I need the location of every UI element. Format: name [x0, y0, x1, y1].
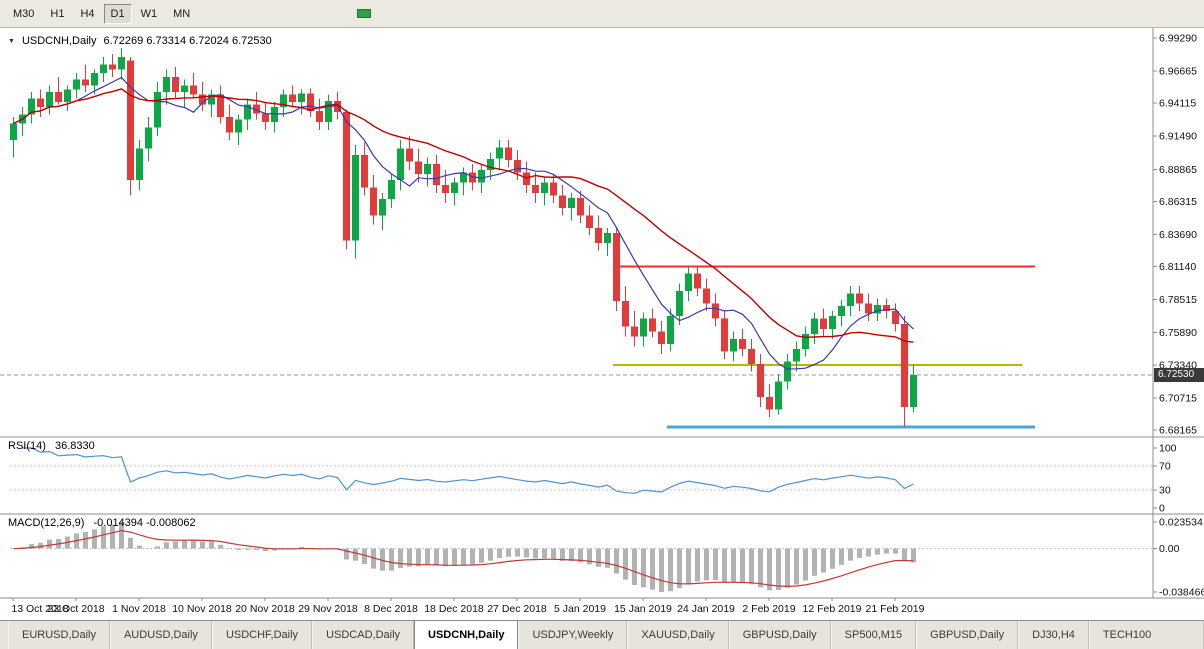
svg-text:21 Feb 2019: 21 Feb 2019 [866, 603, 925, 615]
macd-values: -0.014394 -0.008062 [93, 517, 196, 529]
axis-grid [0, 28, 1204, 601]
timeframe-button-m30[interactable]: M30 [13, 7, 35, 20]
svg-text:6.70715: 6.70715 [1159, 392, 1197, 404]
svg-text:6.68165: 6.68165 [1159, 425, 1197, 437]
timeframe-button-d1[interactable]: D1 [103, 3, 132, 24]
timeframe-button-mn[interactable]: MN [173, 7, 191, 20]
svg-text:6.94115: 6.94115 [1159, 98, 1196, 110]
rsi-indicator-label: RSI(14) 36.8330 [8, 440, 101, 452]
timeframe-button-h4[interactable]: H4 [80, 7, 95, 20]
svg-text:5 Jan 2019: 5 Jan 2019 [554, 603, 606, 615]
tab-gbpusd-daily[interactable]: GBPUSD,Daily [728, 621, 831, 649]
tab-eurusd-daily[interactable]: EURUSD,Daily [8, 621, 110, 649]
current-price-badge: 6.72530 [1154, 368, 1204, 383]
rsi-name: RSI(14) [8, 440, 46, 452]
tab-usdcnh-daily[interactable]: USDCNH,Daily [414, 621, 519, 649]
svg-text:27 Dec 2018: 27 Dec 2018 [487, 603, 547, 615]
svg-text:1 Nov 2018: 1 Nov 2018 [112, 603, 166, 615]
svg-text:6.81140: 6.81140 [1159, 261, 1196, 273]
svg-text:18 Dec 2018: 18 Dec 2018 [424, 603, 484, 615]
macd-plot [11, 522, 916, 592]
svg-text:2 Feb 2019: 2 Feb 2019 [742, 603, 795, 615]
macd-name: MACD(12,26,9) [8, 517, 85, 529]
svg-text:20 Nov 2018: 20 Nov 2018 [235, 603, 295, 615]
svg-text:6.86315: 6.86315 [1159, 196, 1197, 208]
svg-text:6.91490: 6.91490 [1159, 131, 1197, 143]
svg-text:0.00: 0.00 [1159, 543, 1180, 555]
svg-text:30: 30 [1159, 485, 1171, 497]
svg-text:6.83690: 6.83690 [1159, 229, 1197, 241]
tab-dj30-h4[interactable]: DJ30,H4 [1018, 621, 1089, 649]
svg-text:0.023534: 0.023534 [1159, 517, 1203, 529]
macd-indicator-label: MACD(12,26,9) -0.014394 -0.008062 [8, 517, 202, 529]
chart-header: ▼ USDCNH,Daily 6.72269 6.73314 6.72024 6… [8, 35, 272, 47]
tab-usdjpy-weekly[interactable]: USDJPY,Weekly [518, 621, 628, 649]
svg-text:6.99290: 6.99290 [1159, 33, 1197, 45]
svg-text:70: 70 [1159, 461, 1171, 473]
svg-text:6.88865: 6.88865 [1159, 164, 1197, 176]
collapse-marker-icon[interactable]: ▼ [8, 37, 15, 45]
horizontal-level-lines[interactable] [0, 265, 1153, 429]
chart-tab-bar: EURUSD,Daily AUDUSD,Daily USDCHF,Daily U… [0, 620, 1204, 649]
svg-text:100: 100 [1159, 443, 1177, 455]
chart-symbol-label: USDCNH,Daily [21, 35, 97, 47]
candlesticks[interactable] [10, 47, 917, 428]
tab-tech100[interactable]: TECH100 [1088, 621, 1204, 649]
svg-text:29 Nov 2018: 29 Nov 2018 [298, 603, 358, 615]
svg-text:-0.038466: -0.038466 [1159, 587, 1204, 599]
svg-text:15 Jan 2019: 15 Jan 2019 [614, 603, 672, 615]
rsi-curve [22, 447, 914, 494]
tab-usdchf-daily[interactable]: USDCHF,Daily [211, 621, 313, 649]
rsi-value: 36.8330 [54, 440, 95, 452]
toolbar-indicator-icon [357, 9, 372, 18]
tab-xauusd-daily[interactable]: XAUUSD,Daily [627, 621, 729, 649]
svg-text:12 Feb 2019: 12 Feb 2019 [803, 603, 862, 615]
moving-average-lines [13, 76, 914, 370]
svg-text:6.75890: 6.75890 [1159, 327, 1197, 339]
svg-text:13 Oct 2018: 13 Oct 2018 [11, 603, 68, 615]
tab-sp500-m15[interactable]: SP500,M15 [830, 621, 917, 649]
svg-text:6.96665: 6.96665 [1159, 66, 1197, 78]
chart-area[interactable]: 6.99290 6.96665 6.94115 6.91490 6.88865 6.863… [0, 28, 1204, 620]
tab-gbpusd-daily-2[interactable]: GBPUSD,Daily [916, 621, 1019, 649]
tab-audusd-daily[interactable]: AUDUSD,Daily [109, 621, 212, 649]
timeframe-toolbar: M30 H1 H4 D1 W1 MN [0, 0, 1204, 28]
svg-text:0: 0 [1159, 503, 1165, 515]
svg-text:8 Dec 2018: 8 Dec 2018 [364, 603, 418, 615]
timeframe-button-w1[interactable]: W1 [140, 7, 158, 20]
svg-text:6.78515: 6.78515 [1159, 294, 1197, 306]
price-chart[interactable]: 6.99290 6.96665 6.94115 6.91490 6.88865 6.863… [0, 28, 1204, 620]
timeframe-button-h1[interactable]: H1 [50, 7, 65, 20]
svg-text:10 Nov 2018: 10 Nov 2018 [172, 603, 232, 615]
svg-text:23 Oct 2018: 23 Oct 2018 [47, 603, 104, 615]
chart-ohlc-values: 6.72269 6.73314 6.72024 6.72530 [103, 35, 272, 47]
tab-usdcad-daily[interactable]: USDCAD,Daily [312, 621, 415, 649]
svg-text:24 Jan 2019: 24 Jan 2019 [677, 603, 735, 615]
